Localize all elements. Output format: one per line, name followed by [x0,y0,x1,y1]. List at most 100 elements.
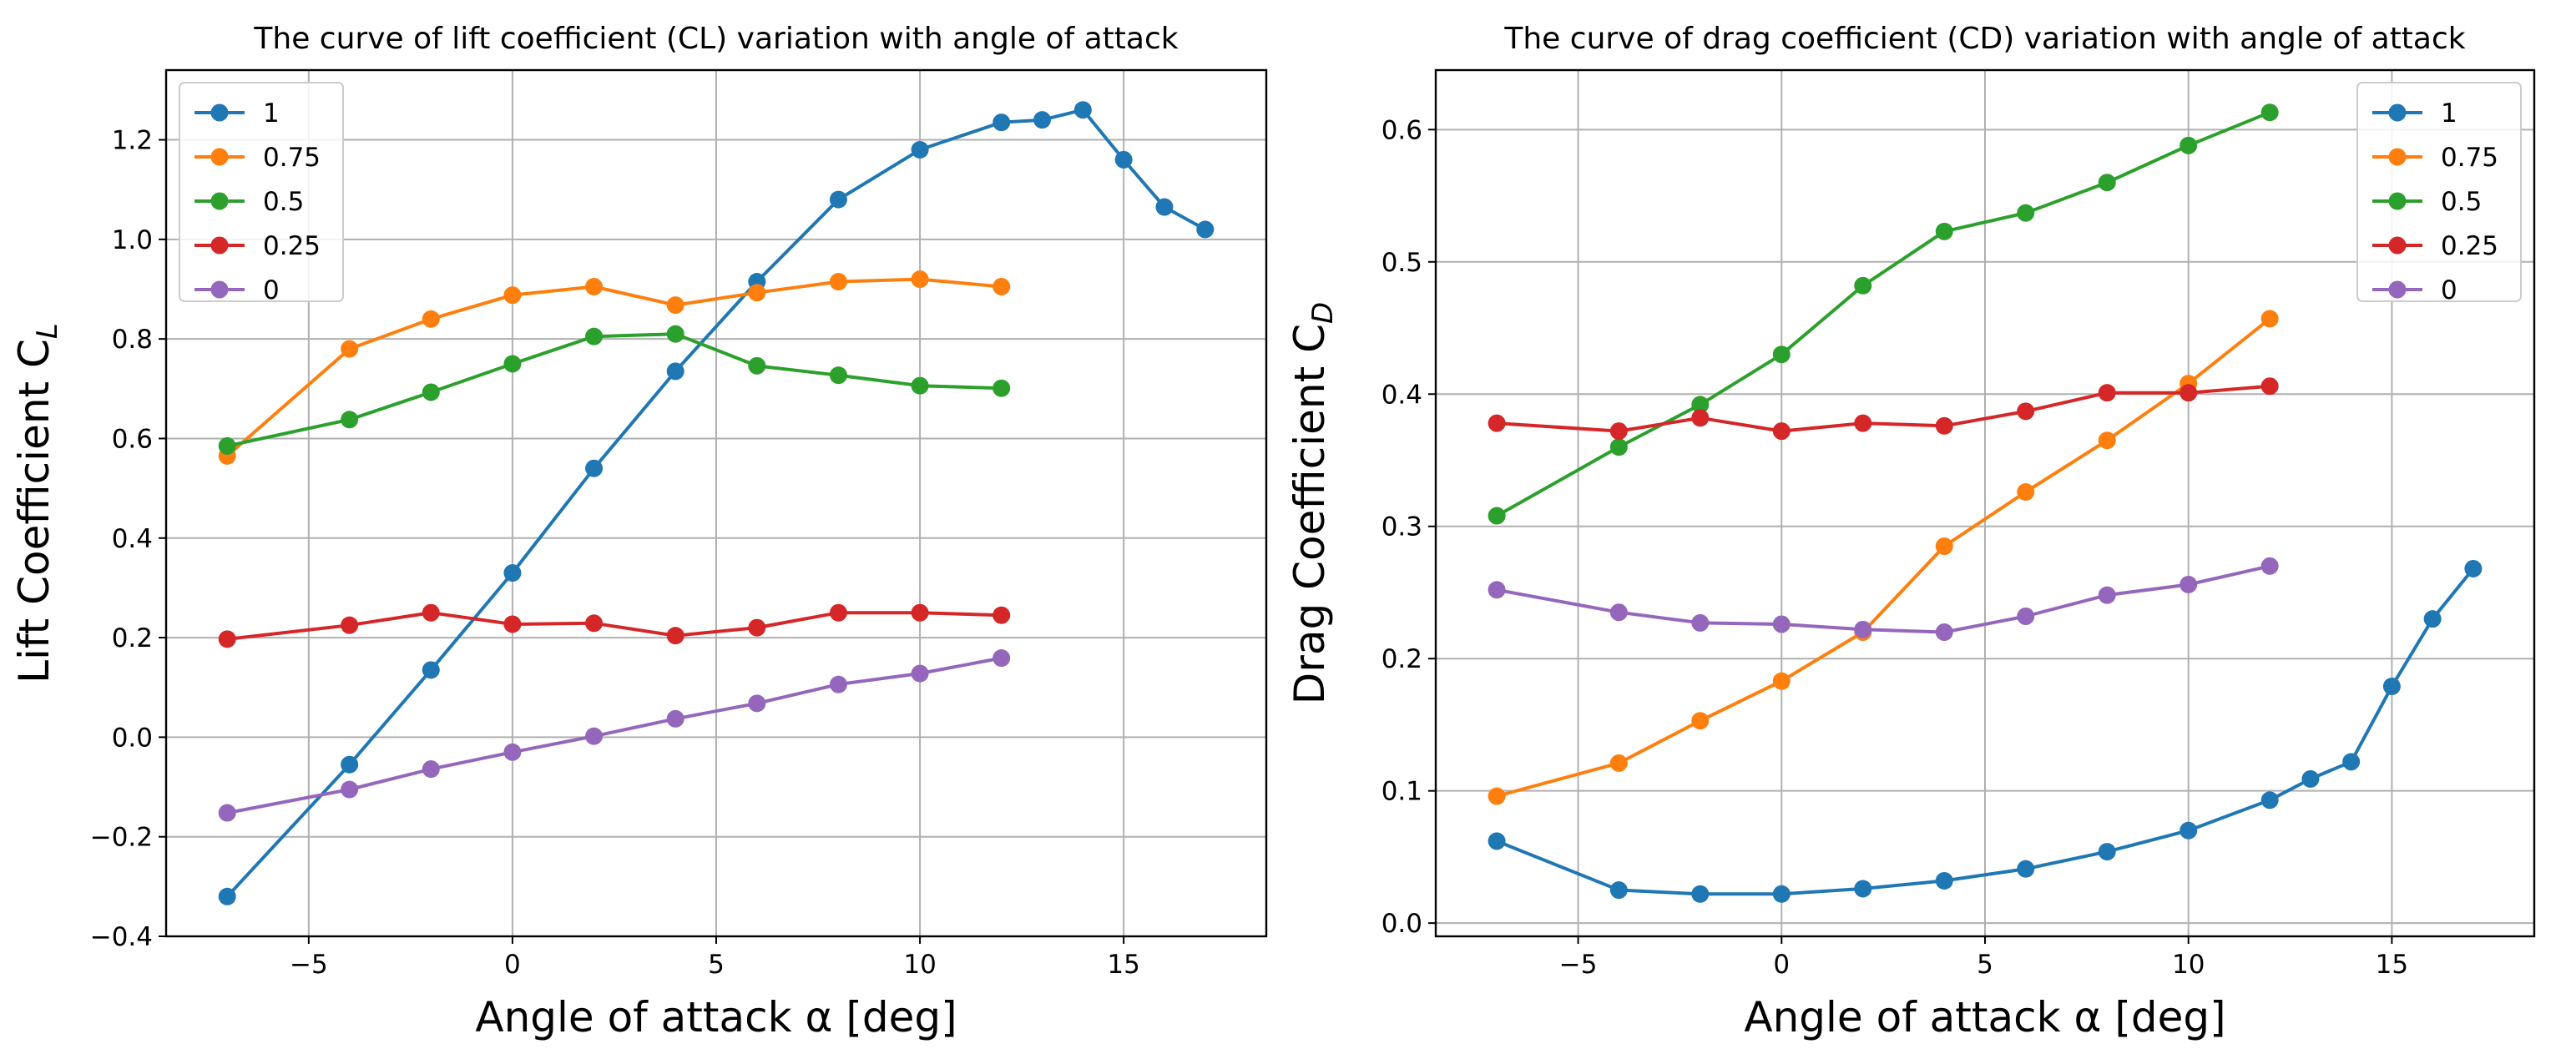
lift-data-point-0.25 [748,618,766,637]
drag-legend-marker-1 [2388,103,2407,122]
lift-data-point-1 [218,887,236,905]
lift-legend-label: 0.75 [263,143,321,173]
drag-data-point-0.5 [2017,204,2035,222]
drag-chart-title: The curve of drag coefficient (CD) varia… [1503,22,2465,56]
drag-legend-marker-0.25 [2388,236,2407,255]
drag-data-point-1 [2098,843,2116,861]
lift-data-point-0.25 [829,603,847,622]
lift-data-point-0.5 [341,411,359,429]
drag-data-point-1 [2260,791,2279,809]
drag-data-point-0.75 [1488,787,1506,805]
drag-x-tick-label: 0 [1773,950,1790,980]
lift-y-tick-label: 0.2 [112,623,153,653]
lift-data-point-0.25 [341,616,359,634]
drag-x-tick-label: 15 [2376,950,2408,980]
drag-data-point-0.5 [1609,438,1628,456]
lift-y-tick-label: 1.2 [112,126,153,156]
drag-data-point-0.25 [1488,414,1506,432]
lift-data-point-0.5 [993,379,1011,397]
drag-axes-frame [1434,68,2536,938]
lift-data-point-0 [341,780,359,799]
lift-legend-label: 0 [263,275,280,305]
drag-x-tick-label: −5 [1559,950,1598,980]
lift-series-line-0.5 [226,332,1002,448]
drag-data-point-0.25 [2260,377,2279,396]
lift-data-point-0.5 [666,325,684,343]
lift-data-point-1 [993,113,1011,132]
lift-y-tick-label: −0.2 [90,823,153,853]
lift-data-point-1 [1073,101,1092,119]
lift-data-point-0.25 [993,606,1011,624]
lift-data-point-1 [585,459,604,477]
lift-data-point-0.5 [911,376,929,395]
drag-data-point-0.5 [1488,507,1506,525]
lift-data-point-0.25 [422,603,440,622]
drag-x-tick-label: 10 [2172,950,2205,980]
lift-chart-panel: −5 0 5 10 15−0.4−0.20.00.20.40.60.81.01.2The… [10,22,1268,1041]
drag-series-line-0 [1496,564,2270,634]
drag-data-point-0.25 [1935,416,1953,435]
drag-y-tick-label: 0.1 [1381,777,1422,807]
drag-data-point-1 [1691,885,1710,903]
drag-data-point-0.5 [1691,396,1710,414]
drag-legend-marker-0 [2388,280,2407,299]
drag-data-point-1 [1772,885,1791,903]
drag-data-point-0.75 [2017,483,2035,502]
drag-y-axis-label: Drag Coefficient CD [1285,302,1340,704]
drag-y-tick-label: 0.3 [1381,512,1422,542]
lift-data-point-0.5 [218,436,236,455]
lift-axes-frame [164,68,1268,938]
drag-legend-label: 0.75 [2441,143,2498,173]
lift-y-tick-label: 0.0 [112,723,153,753]
lift-data-point-0.75 [422,310,440,328]
lift-data-point-1 [341,755,359,774]
lift-data-point-0.25 [218,630,236,648]
lift-y-axis-label-main: Lift Coefficient C [10,339,58,683]
drag-legend-label: 0.25 [2441,231,2498,261]
lift-x-tick-label: 15 [1107,950,1139,980]
drag-data-point-0 [1935,623,1953,642]
lift-x-tick-label: −5 [290,950,328,980]
lift-data-point-0.75 [503,286,522,305]
lift-data-point-0.5 [748,356,766,375]
drag-legend-marker-0.5 [2388,192,2407,210]
drag-data-point-0 [2260,557,2279,575]
drag-data-point-0 [2179,575,2198,593]
drag-data-point-1 [1854,880,1872,898]
drag-data-point-1 [2017,860,2035,878]
lift-x-tick-label: 0 [504,950,521,980]
drag-legend-label: 0 [2441,275,2457,305]
drag-data-point-0.75 [1935,537,1953,556]
drag-data-point-1 [2423,610,2442,628]
lift-data-point-0 [993,649,1011,668]
lift-data-point-1 [829,190,847,209]
lift-legend-box [179,82,344,302]
lift-data-point-1 [911,140,929,159]
lift-data-point-1 [1114,150,1133,169]
drag-legend-box [2356,82,2522,302]
lift-data-point-0.75 [911,270,929,289]
lift-x-tick-label: 10 [903,950,936,980]
lift-data-point-0 [829,675,847,693]
drag-data-point-1 [2382,677,2401,695]
lift-data-point-1 [666,362,684,381]
lift-y-tick-label: −0.4 [90,922,153,952]
lift-data-point-1 [503,564,522,582]
lift-series-line-0.75 [225,277,1002,457]
drag-data-point-0.25 [1691,409,1710,427]
drag-data-point-0.5 [2260,103,2279,122]
lift-data-point-0.5 [829,366,847,385]
drag-data-point-0 [2017,607,2035,625]
lift-series-line-0.25 [226,611,1002,641]
drag-data-point-0.5 [1935,222,1953,240]
drag-data-point-0.25 [2098,384,2116,402]
drag-data-point-0.25 [2179,384,2198,402]
drag-data-point-0.5 [1772,345,1791,364]
drag-y-tick-label: 0.4 [1381,380,1422,410]
drag-data-point-0 [1609,603,1628,622]
drag-legend-label: 1 [2441,98,2457,129]
lift-data-point-0.25 [666,627,684,645]
drag-data-point-0 [1772,615,1791,633]
drag-data-point-1 [2342,753,2361,771]
lift-chart-title: The curve of lift coefficient (CL) varia… [253,22,1178,56]
